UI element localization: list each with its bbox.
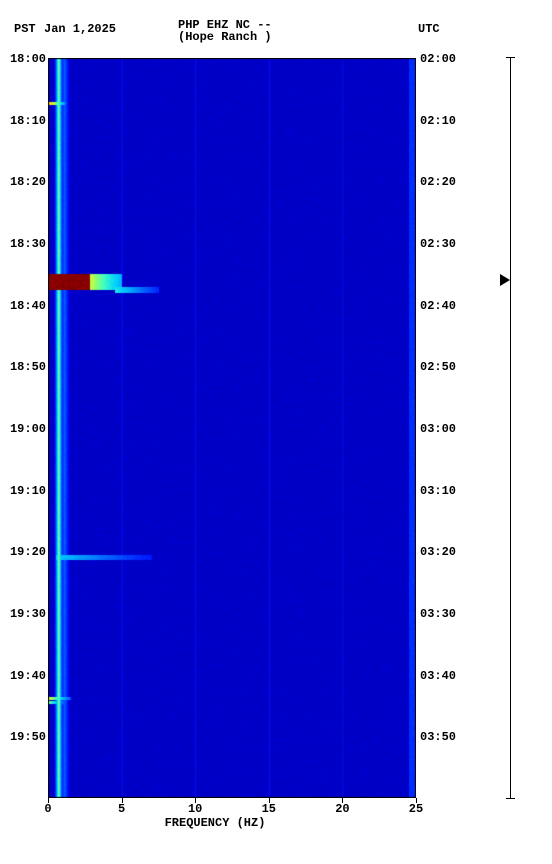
x-tick: 20 bbox=[335, 802, 349, 816]
y-right-tick: 02:50 bbox=[420, 360, 456, 374]
x-tick-mark bbox=[48, 798, 49, 803]
spectrogram-figure: { "header": { "tz_left": "PST", "date": … bbox=[0, 0, 552, 864]
spectrogram-canvas bbox=[48, 58, 416, 798]
y-left-tick: 19:30 bbox=[0, 607, 46, 621]
y-right-tick: 02:10 bbox=[420, 114, 456, 128]
x-axis-label: FREQUENCY (HZ) bbox=[165, 816, 266, 830]
y-left-tick: 18:00 bbox=[0, 52, 46, 66]
x-tick-mark bbox=[269, 798, 270, 803]
y-right-tick: 03:30 bbox=[420, 607, 456, 621]
y-left-tick: 18:20 bbox=[0, 175, 46, 189]
x-tick: 25 bbox=[409, 802, 423, 816]
y-left-tick: 18:50 bbox=[0, 360, 46, 374]
x-tick-mark bbox=[342, 798, 343, 803]
y-right-tick: 03:00 bbox=[420, 422, 456, 436]
x-tick-mark bbox=[195, 798, 196, 803]
chart-header: PST Jan 1,2025 PHP EHZ NC -- (Hope Ranch… bbox=[0, 18, 552, 48]
x-tick: 0 bbox=[44, 802, 51, 816]
y-left-tick: 19:10 bbox=[0, 484, 46, 498]
station-line-2: (Hope Ranch ) bbox=[178, 30, 272, 44]
y-right-tick: 02:00 bbox=[420, 52, 456, 66]
time-indicator-track bbox=[510, 58, 511, 798]
date-label: Jan 1,2025 bbox=[44, 22, 116, 36]
time-indicator-cap-bot bbox=[506, 798, 515, 799]
y-right-tick: 02:20 bbox=[420, 175, 456, 189]
tz-right-label: UTC bbox=[418, 22, 440, 36]
y-right-tick: 02:30 bbox=[420, 237, 456, 251]
time-indicator-arrow bbox=[500, 274, 510, 286]
time-indicator-cap-top bbox=[506, 57, 515, 58]
y-left-tick: 19:20 bbox=[0, 545, 46, 559]
y-left-tick: 19:00 bbox=[0, 422, 46, 436]
y-right-tick: 03:10 bbox=[420, 484, 456, 498]
y-right-tick: 03:50 bbox=[420, 730, 456, 744]
y-right-tick: 03:20 bbox=[420, 545, 456, 559]
y-left-tick: 18:40 bbox=[0, 299, 46, 313]
y-right-tick: 02:40 bbox=[420, 299, 456, 313]
x-tick: 5 bbox=[118, 802, 125, 816]
x-tick-mark bbox=[416, 798, 417, 803]
y-left-tick: 18:10 bbox=[0, 114, 46, 128]
x-tick: 10 bbox=[188, 802, 202, 816]
y-left-tick: 19:50 bbox=[0, 730, 46, 744]
tz-left-label: PST bbox=[14, 22, 36, 36]
x-tick-mark bbox=[122, 798, 123, 803]
y-right-tick: 03:40 bbox=[420, 669, 456, 683]
y-left-tick: 18:30 bbox=[0, 237, 46, 251]
spectrogram-plot bbox=[48, 58, 416, 798]
x-tick: 15 bbox=[262, 802, 276, 816]
y-left-tick: 19:40 bbox=[0, 669, 46, 683]
